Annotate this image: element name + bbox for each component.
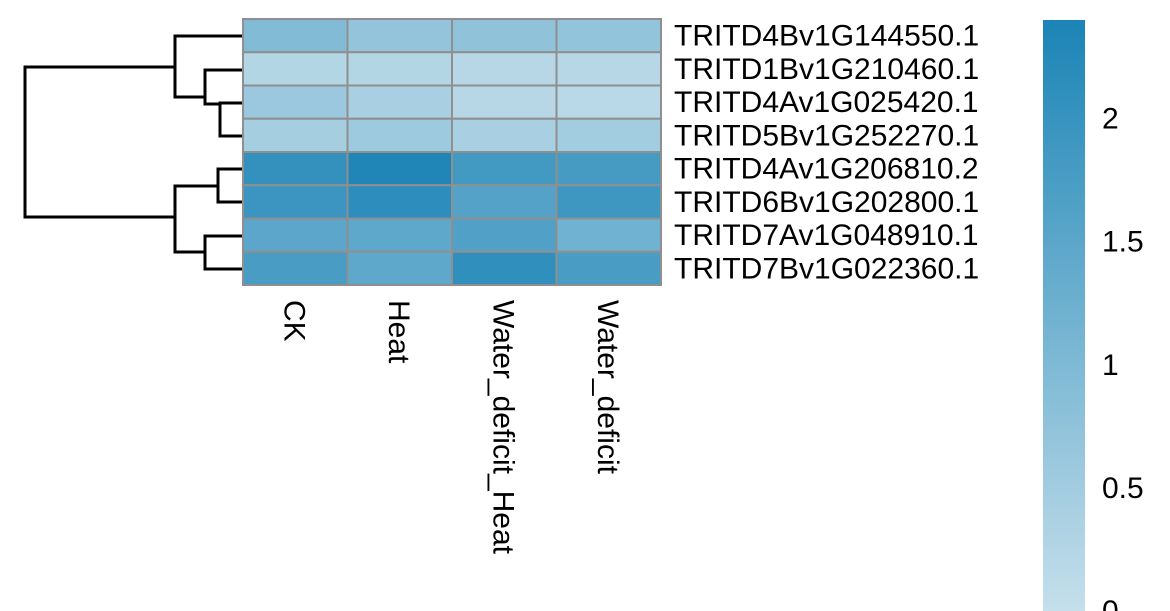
heatmap-cell xyxy=(346,151,453,187)
heatmap-cell xyxy=(242,18,349,54)
heatmap-cell xyxy=(555,217,662,253)
heatmap-cell xyxy=(242,217,349,253)
heatmap-cells xyxy=(242,18,662,286)
row-dendrogram xyxy=(23,34,244,271)
row-label: TRITD4Av1G025420.1 xyxy=(674,86,979,119)
heatmap-cell xyxy=(555,151,662,187)
heatmap-cell xyxy=(346,250,453,286)
heatmap-cell xyxy=(242,117,349,153)
column-label: Water_deficit_Heat xyxy=(486,300,519,555)
row-label: TRITD6Bv1G202800.1 xyxy=(674,186,979,219)
heatmap-cell xyxy=(346,217,453,253)
heatmap-cell xyxy=(346,84,453,120)
color-legend: 0 0.5 1 1.5 2 xyxy=(1043,20,1144,611)
heatmap-cell xyxy=(451,51,558,87)
heatmap-cell xyxy=(346,51,453,87)
heatmap-cell xyxy=(242,51,349,87)
heatmap-cell xyxy=(451,18,558,54)
row-label: TRITD5Bv1G252270.1 xyxy=(674,119,979,152)
row-label: TRITD1Bv1G210460.1 xyxy=(674,53,979,86)
heatmap-cell xyxy=(555,250,662,286)
column-label: Water_deficit xyxy=(591,300,624,475)
heatmap-cell xyxy=(346,18,453,54)
legend-tick-label: 2 xyxy=(1102,103,1119,136)
heatmap-cell xyxy=(555,51,662,87)
row-label: TRITD4Av1G206810.2 xyxy=(674,153,979,186)
heatmap-cell xyxy=(242,250,349,286)
heatmap-cell xyxy=(451,84,558,120)
row-label: TRITD7Av1G048910.1 xyxy=(674,219,979,252)
legend-tick-label: 1 xyxy=(1102,349,1119,382)
column-label: Heat xyxy=(382,300,415,364)
row-label: TRITD4Bv1G144550.1 xyxy=(674,20,979,53)
legend-ticks: 0 0.5 1 1.5 2 xyxy=(1102,103,1144,611)
row-label: TRITD7Bv1G022360.1 xyxy=(674,252,979,285)
heatmap-cell xyxy=(346,117,453,153)
heatmap-cell xyxy=(451,184,558,220)
heatmap-cell xyxy=(242,151,349,187)
heatmap-cell xyxy=(555,18,662,54)
column-labels: CK Heat Water_deficit_Heat Water_deficit xyxy=(277,300,624,555)
heatmap-cell xyxy=(451,117,558,153)
heatmap-cell xyxy=(451,217,558,253)
column-label: CK xyxy=(277,300,310,342)
heatmap-cell xyxy=(242,184,349,220)
legend-tick-label: 1.5 xyxy=(1102,226,1144,259)
heatmap-cell xyxy=(451,151,558,187)
legend-tick-label: 0 xyxy=(1102,595,1119,611)
legend-tick-label: 0.5 xyxy=(1102,472,1144,505)
heatmap-cell xyxy=(555,84,662,120)
heatmap-cell xyxy=(242,84,349,120)
row-labels: TRITD4Bv1G144550.1TRITD1Bv1G210460.1TRIT… xyxy=(674,20,979,286)
heatmap-cell xyxy=(555,184,662,220)
heatmap-cell xyxy=(555,117,662,153)
legend-color-bar xyxy=(1043,20,1085,611)
heatmap-cell xyxy=(451,250,558,286)
heatmap-cell xyxy=(346,184,453,220)
